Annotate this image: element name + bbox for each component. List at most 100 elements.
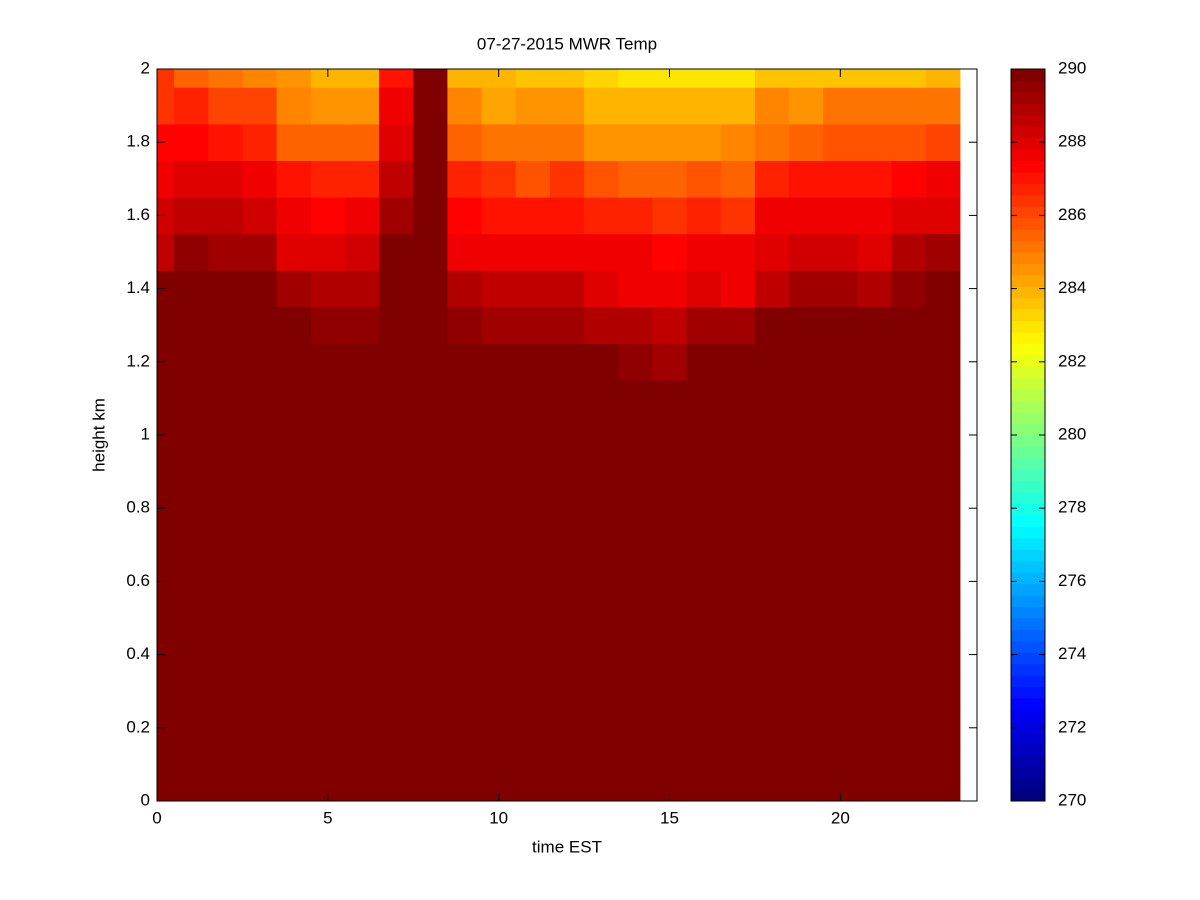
heatmap-cell xyxy=(925,197,961,235)
heatmap-cell xyxy=(310,270,346,308)
heatmap-cell xyxy=(823,782,858,802)
heatmap-cell xyxy=(823,233,858,271)
heatmap-cell xyxy=(789,233,824,271)
heatmap-cell xyxy=(925,453,961,491)
heatmap-cell xyxy=(174,672,209,710)
heatmap-cell xyxy=(549,233,585,271)
heatmap-cell xyxy=(925,160,961,198)
heatmap-cell xyxy=(344,380,380,418)
heatmap-cell xyxy=(823,160,858,198)
colorbar-swatch xyxy=(1011,618,1045,630)
heatmap-cell xyxy=(174,197,209,235)
heatmap-cell xyxy=(242,343,278,381)
heatmap-cell xyxy=(754,343,790,381)
heatmap-cell xyxy=(174,636,209,674)
heatmap-cell xyxy=(584,270,619,308)
colorbar-swatch xyxy=(1011,91,1045,104)
heatmap-cell xyxy=(891,599,927,637)
colorbar-swatch xyxy=(1011,252,1045,264)
heatmap-cell xyxy=(652,123,688,161)
heatmap-cell xyxy=(242,489,278,527)
heatmap-cell xyxy=(584,599,619,637)
colorbar-swatch xyxy=(1011,503,1045,516)
heatmap-cell xyxy=(276,270,312,308)
y-tick-label: 1.8 xyxy=(126,132,150,151)
heatmap-cell xyxy=(549,343,585,381)
heatmap-cell xyxy=(857,526,893,564)
heatmap-cell xyxy=(549,782,585,802)
x-tick-label: 15 xyxy=(660,808,679,827)
heatmap-cell xyxy=(720,636,756,674)
heatmap-cell xyxy=(447,343,483,381)
heatmap-cell xyxy=(481,599,517,637)
heatmap-cell xyxy=(447,453,483,491)
heatmap-cell xyxy=(925,746,961,784)
heatmap-cell xyxy=(481,306,517,344)
heatmap-cell xyxy=(857,87,893,125)
heatmap-cell xyxy=(515,709,551,747)
heatmap-cell xyxy=(925,709,961,747)
heatmap-cell xyxy=(379,343,414,381)
heatmap-cell xyxy=(891,672,927,710)
heatmap-cell xyxy=(344,416,380,454)
heatmap-cell xyxy=(174,599,209,637)
colorbar-swatch xyxy=(1011,663,1045,676)
heatmap-cell xyxy=(618,782,653,802)
heatmap-cell xyxy=(754,599,790,637)
colorbar-swatch xyxy=(1011,720,1045,733)
heatmap-cell xyxy=(891,526,927,564)
heatmap-cell xyxy=(344,453,380,491)
heatmap-cell xyxy=(515,343,551,381)
heatmap-cell xyxy=(413,746,448,784)
heatmap-cell xyxy=(754,563,790,601)
heatmap-cell xyxy=(481,416,517,454)
colorbar-swatch xyxy=(1011,629,1045,642)
colorbar-swatch xyxy=(1011,183,1045,196)
heatmap-cell xyxy=(584,233,619,271)
heatmap-cell xyxy=(310,233,346,271)
heatmap-cell xyxy=(686,709,722,747)
heatmap-cell xyxy=(652,782,688,802)
heatmap-cell xyxy=(157,453,175,491)
heatmap-cell xyxy=(276,563,312,601)
heatmap-cell xyxy=(652,380,688,418)
colorbar-swatch xyxy=(1011,457,1045,470)
heatmap-cell xyxy=(208,563,243,601)
heatmap-cell xyxy=(379,69,414,88)
heatmap-cell xyxy=(447,599,483,637)
heatmap-cell xyxy=(823,672,858,710)
heatmap-cell xyxy=(413,343,448,381)
heatmap-cell xyxy=(618,636,653,674)
heatmap-cell xyxy=(344,343,380,381)
heatmap-cell xyxy=(208,599,243,637)
heatmap-cell xyxy=(686,489,722,527)
heatmap-cell xyxy=(754,709,790,747)
heatmap-cell xyxy=(686,563,722,601)
heatmap-cell xyxy=(686,233,722,271)
heatmap-cell xyxy=(618,306,653,344)
heatmap-cell xyxy=(686,123,722,161)
heatmap-cell xyxy=(481,123,517,161)
heatmap-cell xyxy=(413,306,448,344)
y-tick-label: 1.6 xyxy=(126,205,150,224)
heatmap-cell xyxy=(208,123,243,161)
heatmap-cell xyxy=(686,746,722,784)
heatmap-cell xyxy=(174,306,209,344)
heatmap-cell xyxy=(447,197,483,235)
heatmap-cell xyxy=(652,69,688,88)
heatmap-cell xyxy=(481,233,517,271)
heatmap-cell xyxy=(720,69,756,88)
heatmap-cell xyxy=(754,489,790,527)
heatmap-cell xyxy=(891,343,927,381)
heatmap-cell xyxy=(481,270,517,308)
colorbar-swatch xyxy=(1011,206,1045,219)
heatmap-cell xyxy=(310,782,346,802)
heatmap-cell xyxy=(720,343,756,381)
heatmap-cell xyxy=(584,380,619,418)
heatmap-cell xyxy=(276,489,312,527)
heatmap-cell xyxy=(754,87,790,125)
colorbar-swatch xyxy=(1011,400,1045,413)
heatmap-cell xyxy=(208,782,243,802)
heatmap-cell xyxy=(891,416,927,454)
heatmap-cell xyxy=(310,123,346,161)
